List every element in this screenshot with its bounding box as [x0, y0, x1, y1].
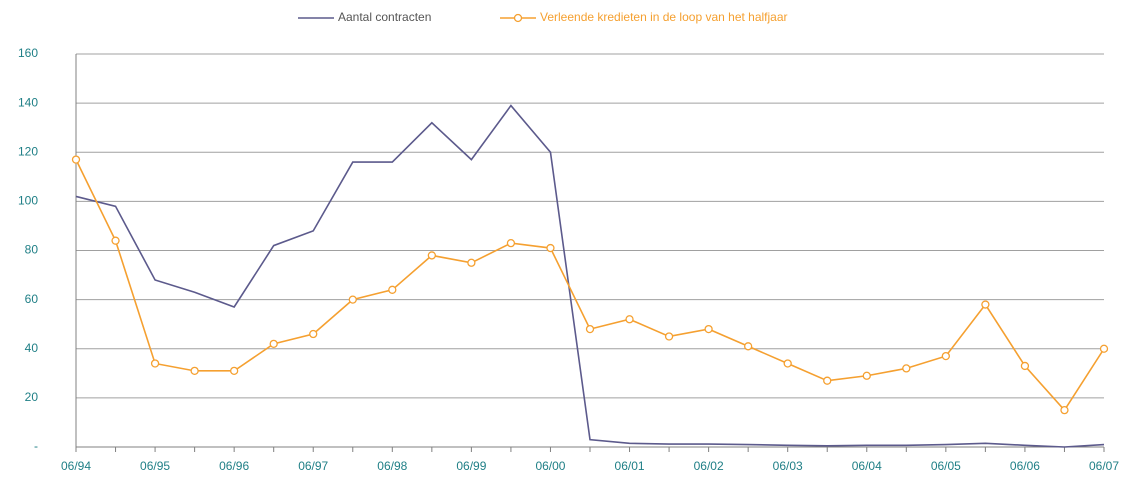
legend-label: Aantal contracten	[338, 10, 431, 24]
x-tick-label: 06/00	[535, 459, 565, 473]
point	[862, 371, 871, 380]
point	[625, 315, 634, 324]
x-tick-label: 06/96	[219, 459, 249, 473]
x-tick-label: 06/07	[1089, 459, 1119, 473]
point	[230, 366, 239, 376]
y-tick-label: -	[34, 439, 38, 453]
point	[269, 339, 278, 348]
point	[1060, 406, 1069, 415]
x-tick-label: 06/05	[931, 459, 961, 473]
point	[388, 285, 397, 294]
point	[467, 258, 476, 267]
point	[546, 243, 555, 253]
x-tick-label: 06/06	[1010, 459, 1040, 473]
point	[506, 238, 516, 248]
point	[427, 251, 436, 260]
series-line	[75, 104, 1105, 448]
point	[744, 342, 753, 351]
point	[704, 324, 713, 334]
x-tick-label: 06/99	[456, 459, 486, 473]
x-tick-label: 06/98	[377, 459, 407, 473]
series-line	[75, 159, 1105, 412]
y-tick-label: 120	[18, 144, 38, 158]
point	[981, 300, 990, 309]
y-tick-label: 80	[25, 243, 39, 257]
legend-label: Verleende kredieten in de loop van het h…	[540, 10, 788, 24]
point	[309, 329, 318, 339]
y-tick-label: 160	[18, 46, 38, 60]
y-tick-label: 20	[25, 390, 39, 404]
x-tick-label: 06/01	[615, 459, 645, 473]
point	[348, 295, 357, 304]
x-tick-label: 06/97	[298, 459, 328, 473]
point	[190, 366, 199, 376]
point	[664, 332, 674, 341]
y-tick-label: 100	[18, 194, 38, 208]
y-tick-label: 60	[25, 292, 39, 306]
point	[585, 324, 595, 334]
x-tick-label: 06/04	[852, 459, 882, 473]
point	[783, 359, 792, 368]
point	[823, 376, 832, 385]
point	[1099, 344, 1109, 353]
x-tick-label: 06/95	[140, 459, 170, 473]
legend-marker	[513, 13, 523, 23]
point	[111, 236, 120, 245]
y-tick-label: 40	[25, 341, 39, 355]
point	[150, 359, 160, 368]
point	[941, 351, 950, 361]
point	[71, 155, 81, 164]
x-tick-label: 06/02	[694, 459, 724, 473]
point	[1020, 361, 1030, 371]
x-tick-label: 06/03	[773, 459, 803, 473]
point	[902, 364, 911, 373]
y-tick-label: 140	[18, 95, 38, 109]
x-tick-label: 06/94	[61, 459, 91, 473]
